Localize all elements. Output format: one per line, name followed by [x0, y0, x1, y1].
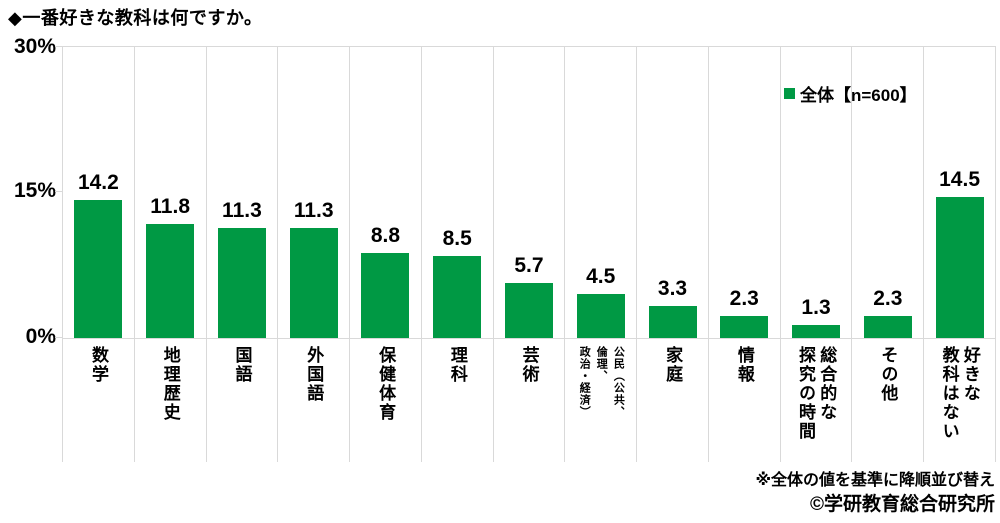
- bar-value-label: 5.7: [514, 254, 544, 277]
- bar-value-label: 8.5: [442, 227, 472, 250]
- y-axis-tick: [55, 46, 62, 47]
- bar-value-label: 11.3: [222, 199, 262, 222]
- plot-area: 14.2 11.8 11.3 11.3 8.8 8.5 5.7 4.5 3.3 2.3 1.3 2.3…: [62, 46, 996, 339]
- bar-value-label: 14.2: [77, 171, 119, 194]
- category-label: 公民（公共、 倫理、 政治・経済）: [578, 346, 625, 418]
- category-cell: 理科: [422, 338, 494, 462]
- category-label: 家庭: [663, 346, 683, 384]
- bar-column: 2.3: [709, 47, 781, 338]
- bar-column: 1.3: [781, 47, 853, 338]
- category-label: 情報: [734, 346, 754, 384]
- bar-value-label: 2.3: [873, 287, 903, 310]
- category-cell: その他: [852, 338, 925, 462]
- bar-column: 8.5: [422, 47, 494, 338]
- category-label: 国語: [232, 346, 252, 384]
- legend-label: 全体【n=600】: [800, 86, 917, 105]
- bar-value-label: 11.3: [293, 199, 334, 222]
- category-cell: 国語: [207, 338, 279, 462]
- bar: [361, 253, 410, 338]
- bar-column: 11.3: [207, 47, 279, 338]
- bar: [433, 256, 482, 338]
- category-label: 地理歴史: [160, 346, 180, 422]
- category-cell: 数学: [63, 338, 135, 462]
- category-label: 総合的な 探究の時間: [796, 346, 837, 441]
- copyright-note: ©学研教育総合研究所: [809, 494, 995, 515]
- category-label: 理科: [447, 346, 467, 384]
- bar-column: 4.5: [565, 47, 638, 338]
- bar-value-label: 2.3: [729, 287, 759, 310]
- bar-column: 8.8: [350, 47, 422, 338]
- bar: [792, 325, 841, 338]
- y-axis-label-15: 15%: [13, 179, 56, 202]
- category-cell: 公民（公共、 倫理、 政治・経済）: [565, 338, 638, 462]
- category-label: 保健体育: [376, 346, 396, 422]
- category-cell: 外国語: [278, 338, 351, 462]
- bar: [720, 316, 769, 338]
- category-label: 外国語: [304, 346, 324, 403]
- category-label: 好きな 教科はない: [939, 346, 980, 441]
- bar: [146, 224, 195, 338]
- bar-value-label: 4.5: [586, 265, 616, 288]
- bar-value-label: 3.3: [657, 277, 688, 300]
- category-cell: 総合的な 探究の時間: [781, 338, 853, 462]
- bar: [74, 200, 123, 338]
- bar-value-label: 1.3: [801, 296, 831, 319]
- bar: [648, 306, 697, 338]
- category-cell: 好きな 教科はない: [924, 338, 996, 462]
- bar-column: 2.3: [852, 47, 925, 338]
- bar: [576, 294, 625, 338]
- bar: [217, 228, 266, 338]
- category-label: 数学: [89, 346, 108, 384]
- category-label: その他: [878, 346, 898, 403]
- y-axis-label-30: 30%: [13, 35, 56, 58]
- category-cell: 情報: [709, 338, 781, 462]
- x-axis-labels: 数学 地理歴史 国語 外国語 保健体育 理科 芸術 公民（公共、 倫理、 政治・経済） 家庭 情報…: [62, 338, 996, 462]
- bar-column: 14.2: [63, 47, 135, 338]
- bar-value-label: 8.8: [370, 224, 401, 247]
- y-axis-tick: [55, 337, 62, 338]
- bar-column: 5.7: [494, 47, 566, 338]
- bar: [935, 197, 984, 338]
- category-cell: 芸術: [494, 338, 566, 462]
- y-axis-label-0: 0%: [25, 325, 56, 348]
- legend-swatch-icon: [784, 88, 795, 99]
- category-cell: 地理歴史: [135, 338, 207, 462]
- category-cell: 家庭: [637, 338, 709, 462]
- category-label: 芸術: [519, 346, 539, 384]
- legend: 全体【n=600】: [784, 81, 917, 106]
- bar-column: 11.8: [135, 47, 207, 338]
- bar-column: 14.5: [924, 47, 996, 338]
- bar: [289, 228, 338, 338]
- bar: [504, 283, 553, 338]
- bar-column: 11.3: [278, 47, 351, 338]
- chart-title: ◆一番好きな教科は何ですか。: [8, 8, 263, 28]
- y-axis-tick: [55, 191, 62, 192]
- sort-note: ※全体の値を基準に降順並び替え: [755, 472, 995, 489]
- category-cell: 保健体育: [350, 338, 422, 462]
- bar-column: 3.3: [637, 47, 709, 338]
- bar-value-label: 14.5: [939, 168, 980, 191]
- bar-value-label: 11.8: [150, 195, 190, 218]
- bar: [863, 316, 912, 338]
